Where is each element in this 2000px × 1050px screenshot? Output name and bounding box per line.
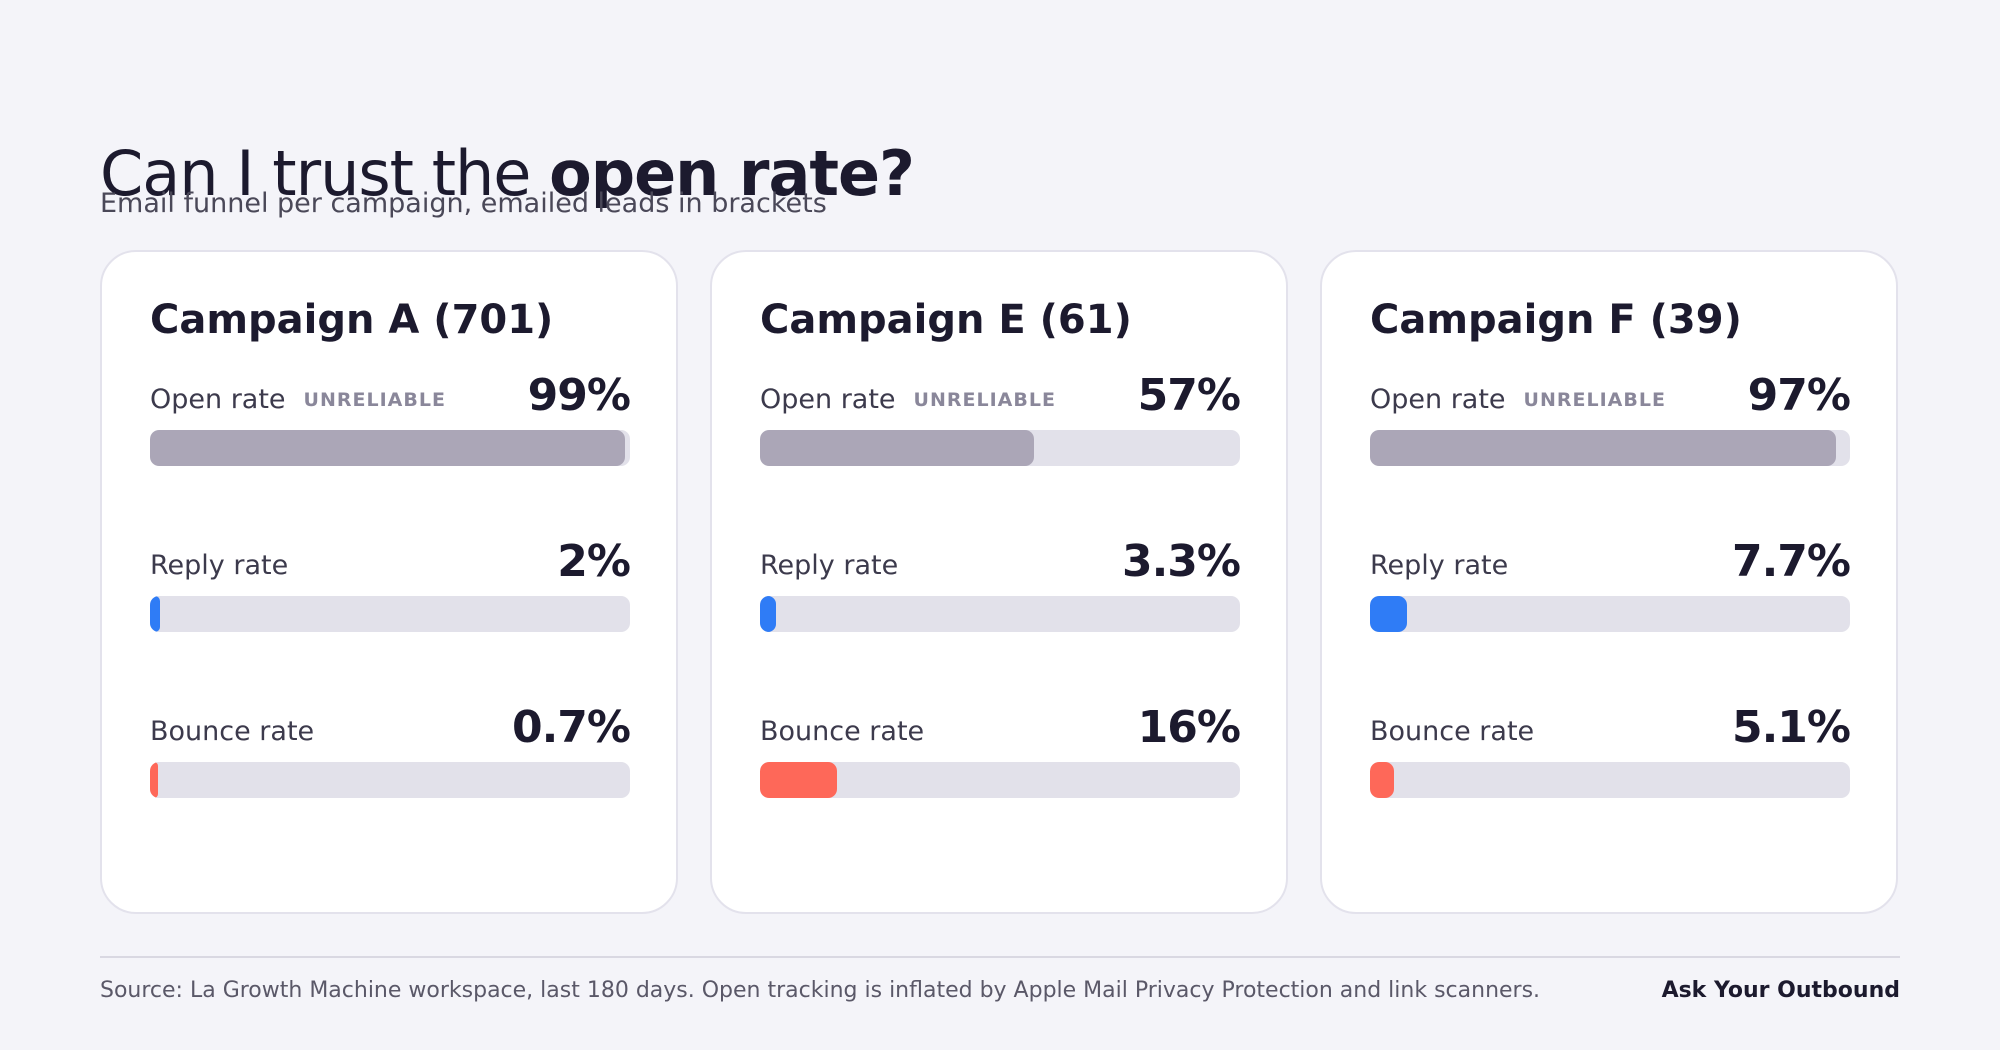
bounce-rate-row: Bounce rate 5.1% bbox=[1370, 696, 1851, 798]
open-rate-row: Open rate UNRELIABLE 57% bbox=[760, 364, 1241, 466]
reply-rate-row: Reply rate 3.3% bbox=[760, 530, 1241, 632]
reply-rate-value: 7.7% bbox=[1731, 536, 1851, 587]
reply-rate-label-group: Reply rate bbox=[150, 548, 288, 584]
bounce-rate-row: Bounce rate 0.7% bbox=[150, 696, 631, 798]
bounce-rate-label-group: Bounce rate bbox=[150, 714, 314, 750]
unreliable-badge: UNRELIABLE bbox=[913, 389, 1056, 411]
bounce-rate-value: 16% bbox=[1137, 702, 1241, 753]
open-rate-label: Open rate bbox=[1370, 384, 1506, 415]
reply-rate-row: Reply rate 2% bbox=[150, 530, 631, 632]
campaign-card: Campaign F (39) Open rate UNRELIABLE 97% Rep… bbox=[1320, 250, 1898, 914]
open-rate-bar bbox=[760, 430, 1034, 466]
unreliable-badge: UNRELIABLE bbox=[303, 389, 446, 411]
campaign-title: Campaign E (61) bbox=[760, 297, 1132, 343]
open-rate-track bbox=[760, 430, 1240, 466]
reply-rate-value: 2% bbox=[557, 536, 631, 587]
reply-rate-label: Reply rate bbox=[1370, 550, 1509, 581]
open-rate-row: Open rate UNRELIABLE 97% bbox=[1370, 364, 1851, 466]
reply-rate-bar bbox=[150, 596, 160, 632]
open-rate-track bbox=[150, 430, 630, 466]
open-rate-value: 99% bbox=[527, 370, 631, 421]
open-rate-value: 57% bbox=[1137, 370, 1241, 421]
bounce-rate-label: Bounce rate bbox=[150, 716, 315, 747]
title-regular: Can I trust the bbox=[100, 136, 550, 210]
bounce-rate-track bbox=[1370, 762, 1850, 798]
campaign-card: Campaign A (701) Open rate UNRELIABLE 99% Re… bbox=[100, 250, 678, 914]
reply-rate-track bbox=[760, 596, 1240, 632]
bounce-rate-value: 5.1% bbox=[1731, 702, 1851, 753]
page-subtitle: Email funnel per campaign, emailed leads… bbox=[100, 188, 827, 219]
open-rate-label: Open rate bbox=[760, 384, 896, 415]
bounce-rate-row: Bounce rate 16% bbox=[760, 696, 1241, 798]
reply-rate-row: Reply rate 7.7% bbox=[1370, 530, 1851, 632]
open-rate-bar bbox=[1370, 430, 1836, 466]
unreliable-badge: UNRELIABLE bbox=[1523, 389, 1666, 411]
bounce-rate-bar bbox=[150, 762, 158, 798]
open-rate-label-group: Open rate UNRELIABLE bbox=[150, 382, 446, 418]
reply-rate-label: Reply rate bbox=[760, 550, 899, 581]
reply-rate-label-group: Reply rate bbox=[760, 548, 898, 584]
bounce-rate-track bbox=[760, 762, 1240, 798]
open-rate-track bbox=[1370, 430, 1850, 466]
open-rate-bar bbox=[150, 430, 625, 466]
reply-rate-track bbox=[1370, 596, 1850, 632]
bounce-rate-label-group: Bounce rate bbox=[1370, 714, 1534, 750]
reply-rate-bar bbox=[1370, 596, 1407, 632]
open-rate-value: 97% bbox=[1747, 370, 1851, 421]
bounce-rate-value: 0.7% bbox=[511, 702, 631, 753]
title-bold: open rate? bbox=[549, 136, 915, 210]
reply-rate-label: Reply rate bbox=[150, 550, 289, 581]
open-rate-row: Open rate UNRELIABLE 99% bbox=[150, 364, 631, 466]
bounce-rate-label-group: Bounce rate bbox=[760, 714, 924, 750]
bounce-rate-label: Bounce rate bbox=[760, 716, 925, 747]
reply-rate-bar bbox=[760, 596, 776, 632]
source-note: Source: La Growth Machine workspace, las… bbox=[100, 978, 1541, 1003]
reply-rate-value: 3.3% bbox=[1121, 536, 1241, 587]
bounce-rate-bar bbox=[1370, 762, 1394, 798]
open-rate-label-group: Open rate UNRELIABLE bbox=[1370, 382, 1666, 418]
campaign-title: Campaign A (701) bbox=[150, 297, 554, 343]
campaign-card: Campaign E (61) Open rate UNRELIABLE 57% Rep… bbox=[710, 250, 1288, 914]
bounce-rate-bar bbox=[760, 762, 837, 798]
bounce-rate-track bbox=[150, 762, 630, 798]
page-title: Can I trust the open rate? bbox=[100, 134, 915, 214]
campaign-title: Campaign F (39) bbox=[1370, 297, 1742, 343]
reply-rate-track bbox=[150, 596, 630, 632]
reply-rate-label-group: Reply rate bbox=[1370, 548, 1508, 584]
open-rate-label: Open rate bbox=[150, 384, 286, 415]
bounce-rate-label: Bounce rate bbox=[1370, 716, 1535, 747]
brand-name: Ask Your Outbound bbox=[1661, 978, 1900, 1003]
open-rate-label-group: Open rate UNRELIABLE bbox=[760, 382, 1056, 418]
footer-divider bbox=[100, 956, 1900, 958]
